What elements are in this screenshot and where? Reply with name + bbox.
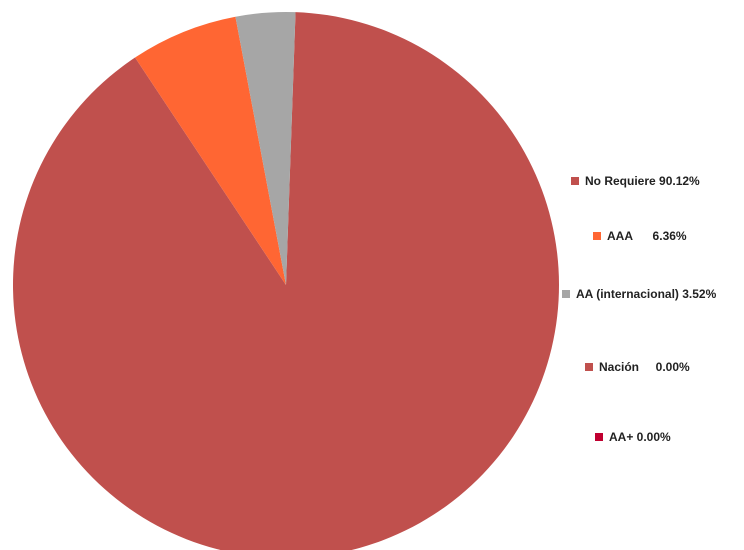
pie-slice-aaa <box>135 16 286 286</box>
legend-swatch-no-requiere <box>571 177 579 185</box>
legend-item-nacion: Nación 0.00% <box>585 360 690 374</box>
legend-swatch-aa-internacional <box>562 290 570 298</box>
pie-slice-aa-internacional <box>235 12 296 285</box>
legend-label-aa-internacional: AA (internacional) 3.52% <box>576 287 717 301</box>
legend-item-aa-internacional: AA (internacional) 3.52% <box>562 287 716 301</box>
legend-swatch-nacion <box>585 363 593 371</box>
legend-item-aa-plus: AA+ 0.00% <box>595 430 671 444</box>
legend-item-no-requiere: No Requiere 90.12% <box>571 174 700 188</box>
legend-swatch-aaa <box>593 232 601 240</box>
pie-slices <box>13 12 559 550</box>
legend-label-no-requiere: No Requiere 90.12% <box>585 174 700 188</box>
legend-label-aa-plus: AA+ 0.00% <box>609 430 671 444</box>
legend-label-nacion: Nación 0.00% <box>599 360 690 374</box>
pie-slice-no-requiere <box>13 12 559 550</box>
legend-swatch-aa-plus <box>595 433 603 441</box>
legend-item-aaa: AAA 6.36% <box>593 229 687 243</box>
legend-label-aaa: AAA 6.36% <box>607 229 687 243</box>
